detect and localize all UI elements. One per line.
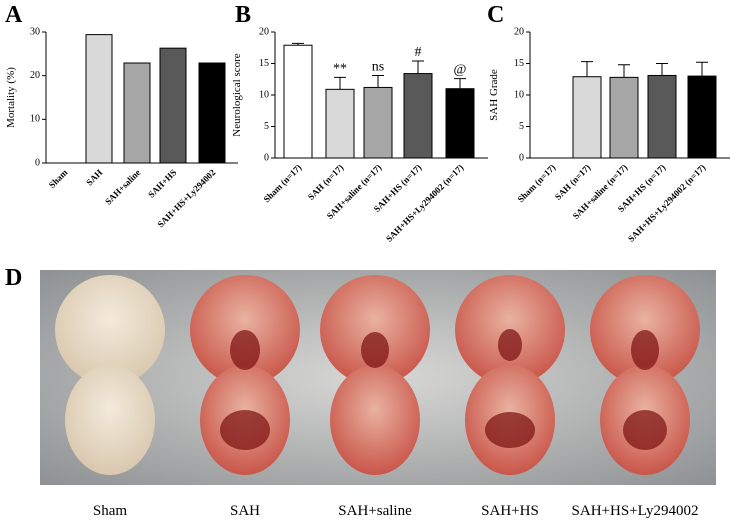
x-tick-label: Sham (47, 167, 70, 190)
panel-label: C (487, 2, 504, 28)
y-tick-label: 15 (259, 58, 269, 69)
y-tick-label: 30 (30, 26, 40, 37)
bar (609, 76, 639, 159)
y-tick-label: 20 (30, 70, 40, 81)
x-tick-label: Sham (n=17) (261, 162, 303, 204)
error-bar (696, 61, 708, 77)
y-axis-title: SAH Grade (488, 69, 500, 121)
photo-caption: SAH+saline (338, 503, 412, 519)
bar (283, 44, 313, 159)
bar (363, 86, 393, 159)
bar (572, 76, 602, 159)
bar (403, 73, 433, 159)
photo-caption: SAH (230, 503, 260, 519)
bar (445, 88, 475, 159)
x-tick-label: SAH+HS+Ly294002 (n=17) (384, 162, 465, 243)
bar (85, 34, 113, 164)
significance-label: ns (372, 59, 384, 74)
x-tick-label: SAH (84, 167, 104, 187)
significance-label: ** (333, 61, 347, 76)
error-bar (372, 74, 384, 88)
bar (159, 47, 187, 164)
photo-caption: SAH+HS (481, 503, 539, 519)
x-tick-label: SAH+HS+Ly294002 (n=17) (626, 162, 707, 243)
panel-label: D (5, 265, 22, 291)
error-bar (618, 64, 630, 78)
y-axis-title: Mortality (%) (5, 67, 17, 128)
x-tick-label: Sham (n=17) (515, 162, 557, 204)
y-tick-label: 0 (264, 152, 269, 163)
y-tick-label: 0 (35, 157, 40, 168)
x-tick-label: SAH (n=17) (306, 162, 346, 202)
y-tick-label: 15 (514, 58, 524, 69)
y-axis-title: Neurological score (231, 53, 243, 136)
error-bar (454, 78, 466, 89)
significance-label: @ (454, 63, 467, 78)
y-tick-label: 10 (259, 89, 269, 100)
y-tick-label: 10 (30, 114, 40, 125)
x-tick-label: SAH (n=17) (553, 162, 593, 202)
bar (198, 62, 226, 164)
photo-caption: SAH+HS+Ly294002 (572, 503, 699, 519)
y-tick-label: 20 (259, 26, 269, 37)
photo-strip (40, 270, 716, 485)
y-tick-label: 0 (519, 152, 524, 163)
error-bar (412, 60, 424, 74)
panel-label: B (235, 2, 251, 28)
error-bar (581, 61, 593, 77)
bar (325, 88, 355, 159)
error-bar (656, 63, 668, 76)
bar (123, 62, 151, 164)
photo-caption: Sham (93, 503, 128, 519)
y-tick-label: 20 (514, 26, 524, 37)
x-tick-label: SAH+saline (103, 167, 142, 206)
x-tick-label: SAH+HS (146, 167, 178, 199)
error-bar (292, 42, 304, 46)
y-tick-label: 5 (519, 121, 524, 132)
bar (687, 75, 717, 159)
panel-label: A (5, 2, 23, 28)
y-tick-label: 5 (264, 121, 269, 132)
significance-label: # (415, 45, 422, 60)
y-tick-label: 10 (514, 89, 524, 100)
error-bar (334, 76, 346, 90)
bar (647, 74, 677, 159)
